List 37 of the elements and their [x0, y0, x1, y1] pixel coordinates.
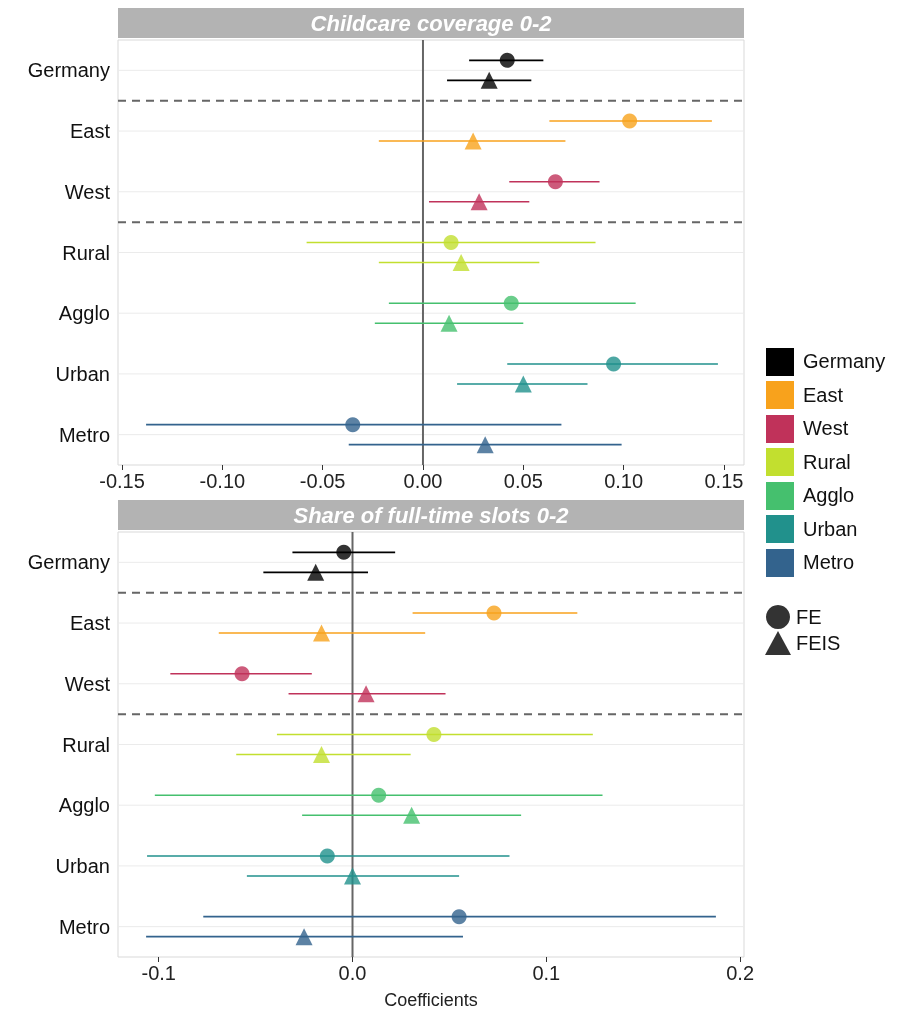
category-label: West: [803, 417, 849, 440]
y-tick-label: Metro: [58, 915, 110, 938]
y-tick-label: West: [64, 672, 111, 695]
y-tick-label: Agglo: [58, 794, 110, 817]
y-tick-label: Urban: [55, 854, 110, 877]
x-tick-label: -0.15: [99, 470, 145, 492]
category-label: Rural: [803, 450, 851, 473]
category-label: Urban: [803, 517, 858, 540]
x-tick-label: 0.15: [704, 470, 744, 492]
chart-title: Childcare coverage 0-2: [310, 10, 553, 36]
x-tick-label: 0.1: [532, 962, 561, 984]
y-tick-label: Rural: [62, 733, 110, 756]
x-tick-label: 0.05: [503, 470, 543, 492]
y-tick-label: West: [64, 180, 111, 203]
y-tick-label: Metro: [58, 423, 110, 446]
x-tick-label: 0.00: [403, 470, 443, 492]
x-tick-label: 0.10: [604, 470, 644, 492]
legend-label: FE: [796, 606, 822, 628]
y-tick-label: Agglo: [58, 302, 110, 325]
category-label: East: [803, 383, 844, 406]
x-tick-label: -0.10: [199, 470, 246, 492]
y-tick-label: East: [69, 120, 111, 143]
category-label: Metro: [803, 551, 855, 574]
y-tick-label: Urban: [55, 362, 110, 385]
x-tick-label: -0.1: [141, 962, 176, 984]
y-tick-label: Germany: [27, 59, 110, 82]
category-label: Germany: [803, 350, 886, 373]
legend-label: FEIS: [796, 632, 841, 654]
x-tick-label: 0.0: [338, 962, 367, 984]
y-tick-label: Rural: [62, 241, 110, 264]
category-label: Agglo: [803, 484, 855, 507]
chart-title: Share of full-time slots 0-2: [293, 502, 570, 528]
x-tick-label: 0.2: [726, 962, 755, 984]
x-axis-title: Coefficients: [384, 990, 478, 1010]
y-tick-label: Germany: [27, 551, 110, 574]
y-tick-label: East: [69, 612, 111, 635]
x-tick-label: -0.05: [299, 470, 346, 492]
